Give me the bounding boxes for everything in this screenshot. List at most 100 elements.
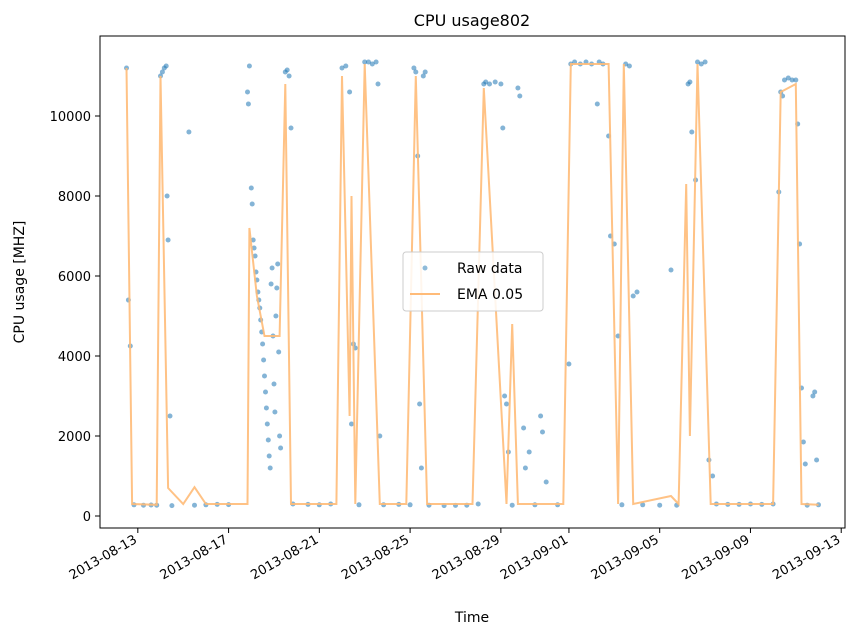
data-point: [159, 69, 165, 75]
data-point: [245, 101, 251, 107]
data-point: [274, 285, 280, 291]
y-tick-label: 8000: [58, 190, 91, 205]
data-point: [163, 63, 169, 69]
data-point: [594, 101, 600, 107]
data-point: [192, 502, 197, 508]
data-point: [373, 59, 379, 65]
data-point: [789, 77, 795, 83]
data-point: [366, 59, 371, 65]
x-axis-title: Time: [454, 610, 489, 626]
data-point: [284, 67, 290, 73]
data-point: [538, 413, 544, 419]
plot-frame: [99, 35, 846, 529]
data-point: [260, 341, 266, 347]
data-point: [487, 81, 492, 87]
data-point: [668, 267, 674, 273]
y-tick-label: 10000: [50, 110, 91, 125]
data-point: [277, 433, 283, 439]
data-point: [273, 313, 279, 319]
data-point: [498, 81, 504, 87]
data-point: [785, 75, 791, 81]
series-line-ema: [125, 63, 819, 507]
data-point: [165, 237, 171, 243]
y-tick-label: 2000: [58, 430, 91, 445]
y-tick-label: 6000: [58, 270, 91, 285]
x-tick-label: 2013-08-29: [430, 532, 503, 583]
data-point: [248, 185, 254, 191]
series-layer: [124, 59, 821, 509]
data-point: [800, 439, 806, 445]
data-point: [812, 389, 818, 395]
data-point: [169, 503, 175, 509]
data-point: [263, 405, 269, 411]
x-tick-label: 2013-09-13: [770, 532, 843, 583]
data-point: [245, 89, 250, 95]
data-point: [698, 61, 704, 67]
y-axis: 0 2000 4000 6000 8000 10000: [50, 110, 100, 525]
data-point: [347, 89, 353, 95]
data-point: [266, 453, 272, 459]
data-point: [276, 349, 282, 355]
data-point: [249, 201, 255, 207]
data-point: [286, 73, 292, 79]
legend-label-raw: Raw data: [457, 261, 522, 277]
data-point: [263, 389, 268, 395]
data-point: [810, 393, 816, 399]
data-point: [251, 245, 257, 251]
data-point: [492, 79, 498, 85]
data-point: [500, 125, 506, 131]
data-point: [687, 79, 693, 85]
data-point: [343, 63, 349, 69]
data-point: [619, 502, 625, 508]
data-point: [422, 69, 428, 75]
data-point: [566, 361, 572, 367]
data-point: [272, 409, 278, 415]
data-point: [702, 59, 708, 65]
y-tick-label: 4000: [58, 350, 91, 365]
data-point: [689, 129, 695, 135]
data-point: [521, 425, 527, 431]
data-point: [288, 125, 294, 131]
data-point: [349, 421, 354, 427]
x-tick-label: 2013-08-21: [248, 532, 321, 583]
data-point: [526, 449, 532, 455]
data-point: [246, 63, 252, 69]
x-tick-label: 2013-09-09: [680, 532, 753, 583]
data-point: [483, 79, 489, 85]
data-point: [517, 93, 523, 99]
data-point: [515, 85, 521, 91]
data-point: [250, 237, 256, 243]
data-point: [630, 293, 636, 299]
legend-box: [402, 251, 544, 312]
data-point: [504, 401, 509, 407]
data-point: [522, 465, 528, 471]
data-point: [369, 61, 375, 67]
x-tick-label: 2013-09-01: [498, 532, 571, 583]
data-point: [275, 261, 281, 267]
data-point: [540, 429, 545, 435]
data-point: [268, 281, 274, 287]
data-point: [543, 479, 549, 485]
x-tick-label: 2013-09-05: [589, 532, 662, 583]
data-point: [278, 445, 284, 451]
data-point: [411, 65, 417, 71]
legend-label-ema: EMA 0.05: [457, 287, 523, 303]
data-point: [710, 473, 716, 479]
data-point: [793, 77, 799, 83]
y-axis-title: CPU usage [MHZ]: [12, 221, 28, 344]
data-point: [475, 501, 481, 507]
data-point: [413, 69, 419, 75]
data-point: [502, 393, 508, 399]
data-point: [261, 357, 267, 363]
data-point: [634, 289, 640, 295]
data-point: [695, 59, 700, 65]
y-tick-label: 0: [83, 510, 91, 525]
data-point: [265, 437, 271, 443]
data-point: [271, 381, 277, 387]
data-point: [407, 502, 413, 508]
data-point: [417, 401, 423, 407]
x-tick-label: 2013-08-25: [339, 532, 412, 583]
data-point: [626, 63, 632, 69]
data-point: [262, 373, 267, 379]
